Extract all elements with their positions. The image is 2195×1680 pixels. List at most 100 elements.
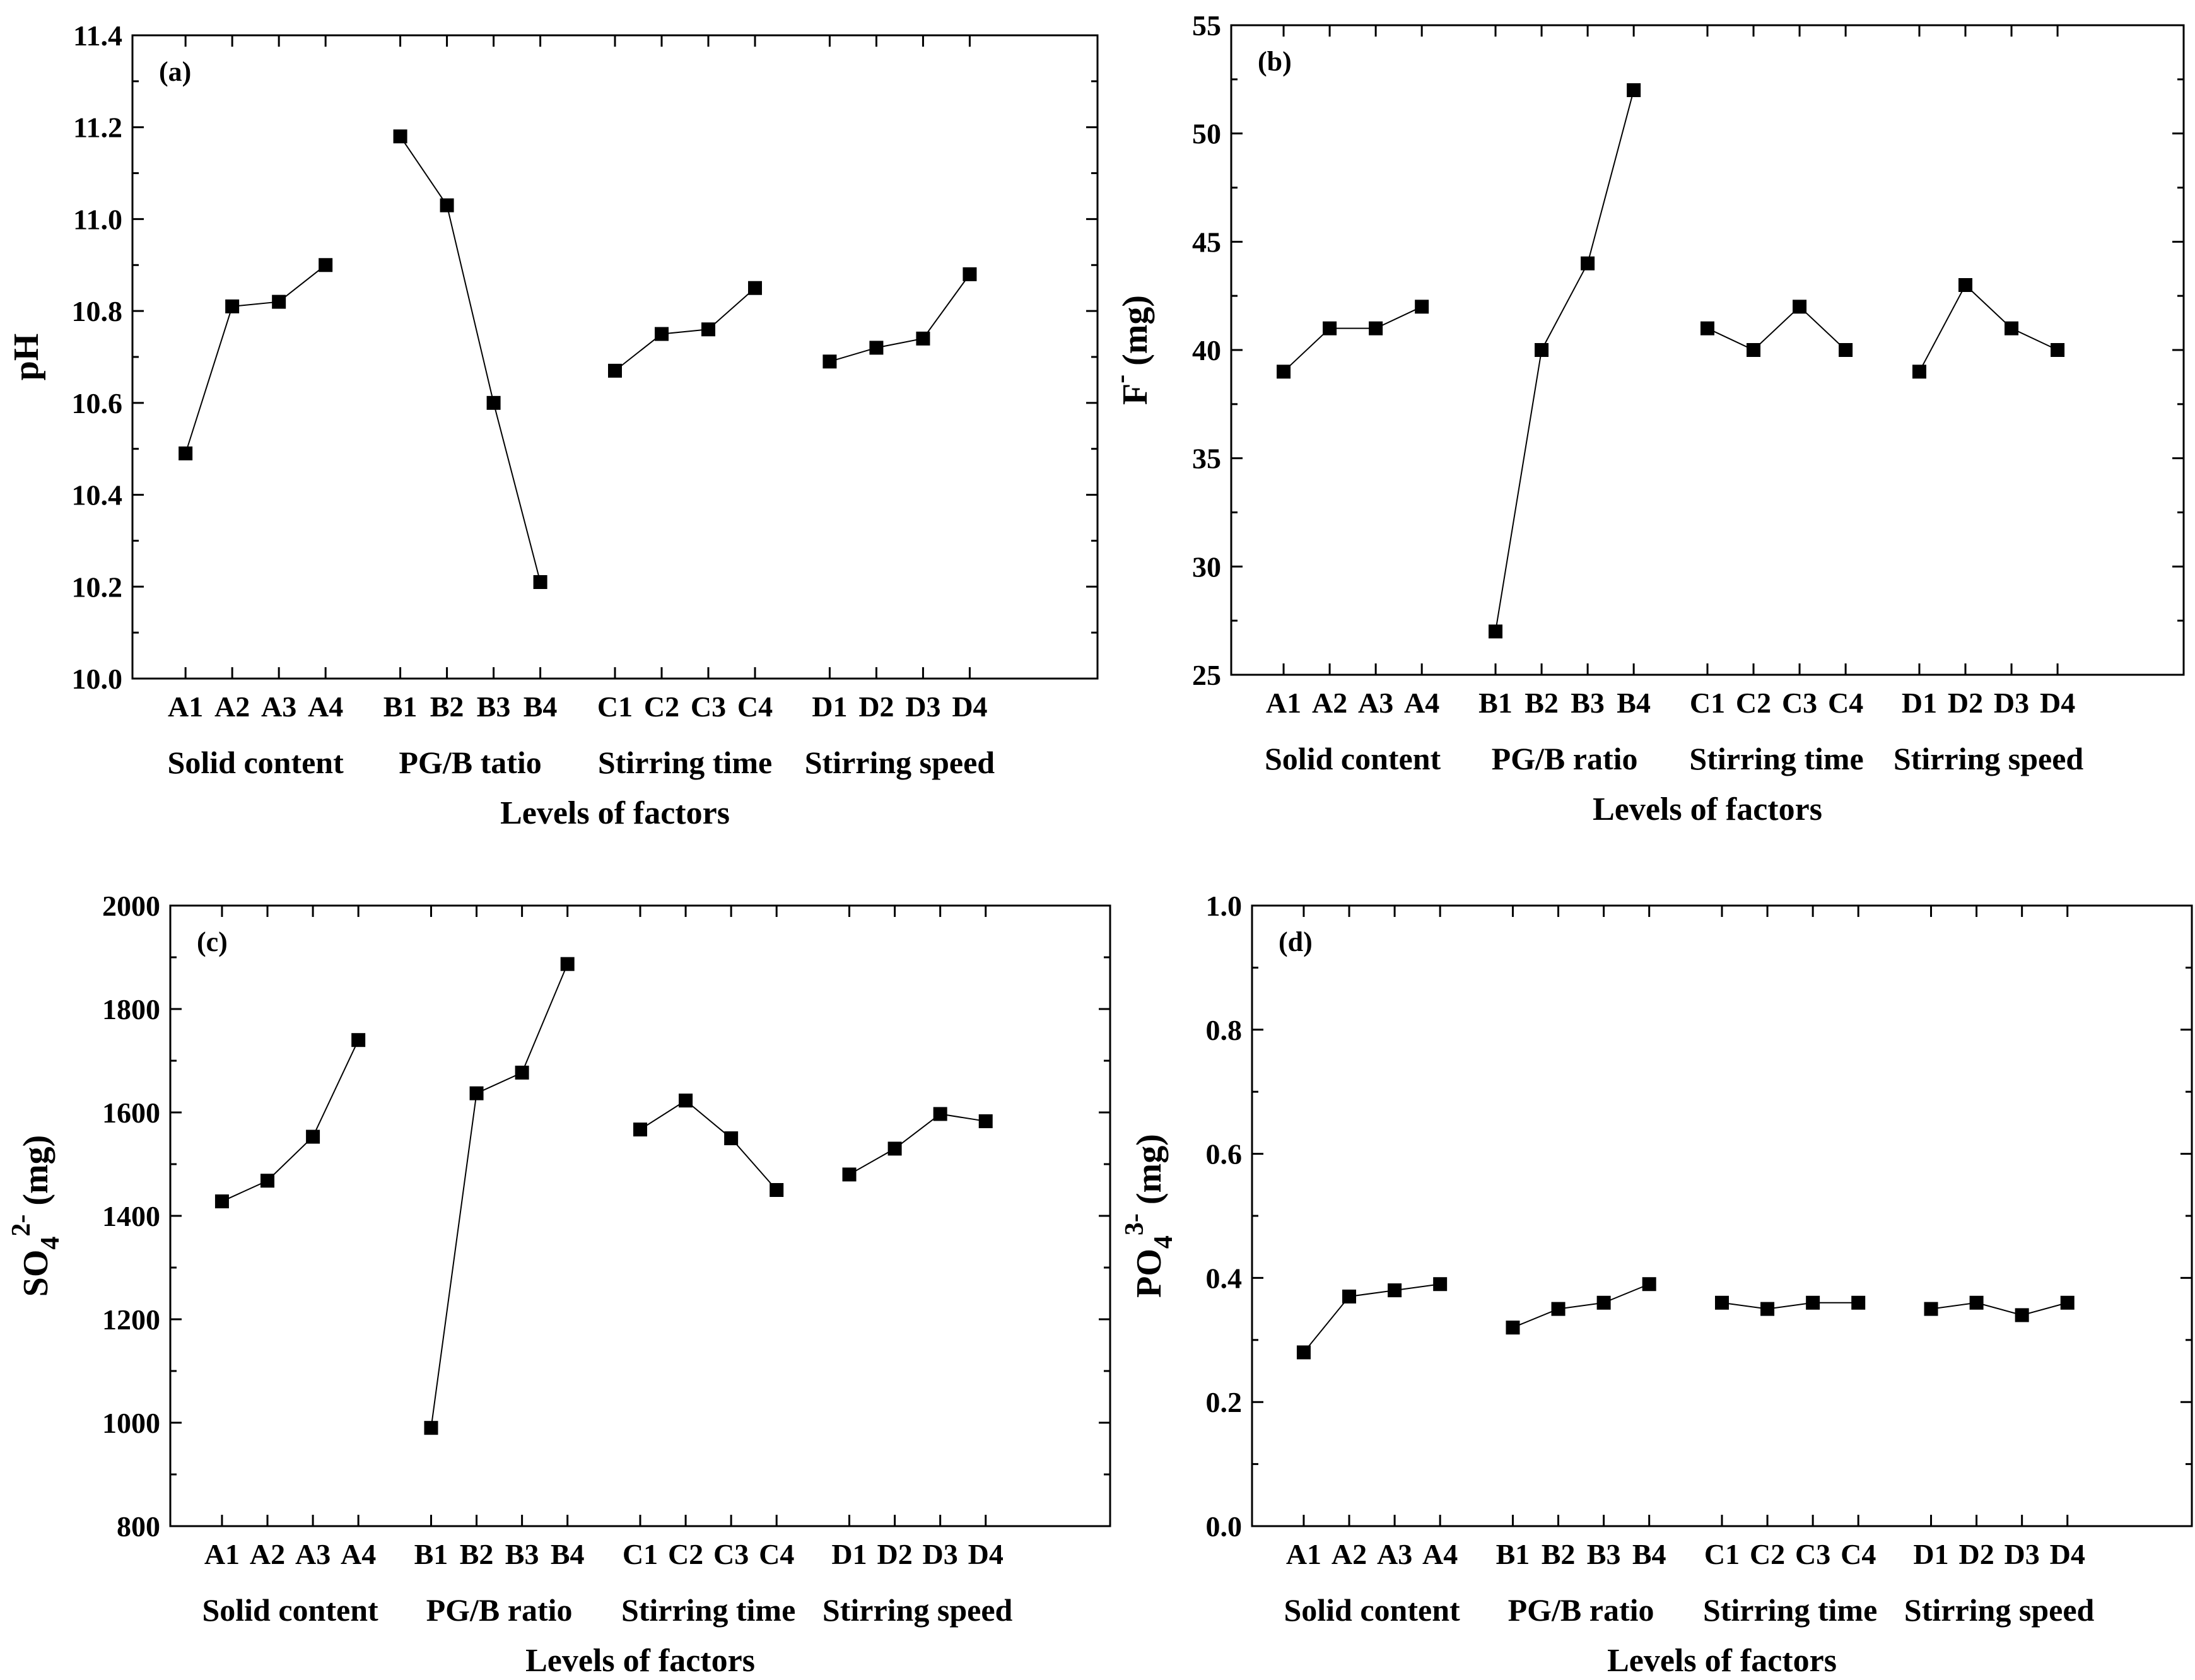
group-label: Stirring speed <box>1894 741 2084 776</box>
data-point-B3 <box>515 1065 529 1080</box>
data-point-D4 <box>2060 1295 2075 1310</box>
data-point-D3 <box>2005 321 2019 335</box>
y-tick-label: 0.4 <box>1206 1262 1243 1294</box>
data-point-D3 <box>933 1107 947 1121</box>
data-point-B4 <box>560 957 575 971</box>
data-point-A1 <box>179 446 193 460</box>
data-point-A1 <box>214 1194 229 1209</box>
data-point-A3 <box>306 1129 320 1144</box>
data-point-B1 <box>424 1421 438 1435</box>
data-point-B2 <box>1551 1302 1566 1316</box>
y-tick-label: 10.6 <box>72 387 123 419</box>
data-point-A2 <box>260 1174 275 1188</box>
panel-label: (d) <box>1279 926 1313 957</box>
data-point-B1 <box>1506 1321 1520 1335</box>
x-tick-label: C2 <box>1736 687 1771 719</box>
data-point-C2 <box>1760 1302 1775 1316</box>
x-tick-label: A3 <box>295 1538 331 1570</box>
data-point-D1 <box>1912 365 1926 379</box>
x-tick-label: B1 <box>1478 687 1513 719</box>
y-tick-label: 45 <box>1192 226 1221 258</box>
group-label: Stirring time <box>598 745 772 780</box>
data-point-D2 <box>887 1141 902 1156</box>
panel-label: (c) <box>197 926 228 957</box>
y-tick-label: 10.8 <box>72 295 123 327</box>
data-point-C3 <box>724 1131 739 1145</box>
y-tick-label: 1200 <box>102 1304 160 1336</box>
series-line-C <box>1721 1302 1859 1310</box>
group-label: PG/B ratio <box>1508 1592 1654 1628</box>
group-label: Stirring speed <box>805 745 995 780</box>
group-label: PG/B tatio <box>399 745 541 780</box>
x-tick-label: B4 <box>524 691 558 723</box>
y-tick-label: 10.4 <box>72 479 123 511</box>
data-point-B2 <box>1535 343 1549 357</box>
x-tick-label: A4 <box>341 1538 376 1570</box>
x-tick-label: D3 <box>1994 687 2029 719</box>
x-tick-label: C1 <box>597 691 633 723</box>
x-tick-label: C4 <box>1841 1538 1876 1570</box>
y-tick-label: 11.0 <box>73 203 122 235</box>
group-label: Solid content <box>202 1592 378 1628</box>
x-tick-label: B3 <box>1571 687 1605 719</box>
y-tick-label: 10.2 <box>72 571 123 603</box>
data-point-A3 <box>272 295 286 309</box>
y-axis-label-subscript: 4 <box>36 1237 65 1250</box>
group-label: Stirring time <box>1703 1592 1877 1628</box>
y-tick-label: 1000 <box>102 1407 160 1439</box>
x-tick-label: D4 <box>2040 687 2075 719</box>
series-line-A <box>221 1039 360 1202</box>
y-axis-label-superscript: 3- <box>1120 1213 1149 1235</box>
y-tick-label: 25 <box>1192 659 1221 691</box>
x-tick-label: A1 <box>204 1538 240 1570</box>
data-point-C2 <box>655 327 669 341</box>
x-tick-label: D2 <box>877 1538 912 1570</box>
x-tick-label: D1 <box>812 691 847 723</box>
data-point-C1 <box>608 363 622 378</box>
x-tick-label: D4 <box>952 691 987 723</box>
data-point-C1 <box>633 1123 647 1137</box>
data-point-A4 <box>319 258 333 272</box>
series-line-B <box>399 136 541 583</box>
data-point-C1 <box>1715 1295 1729 1310</box>
y-tick-label: 1800 <box>102 993 160 1025</box>
x-tick-label: A4 <box>1422 1538 1458 1570</box>
y-axis-label: F- (mg) <box>1106 295 1155 405</box>
x-tick-label: B1 <box>1496 1538 1530 1570</box>
data-point-D2 <box>1969 1295 1984 1310</box>
series-line-C <box>640 1099 777 1191</box>
x-tick-label: A2 <box>214 691 250 723</box>
x-tick-label: A1 <box>1286 1538 1321 1570</box>
series-line-D <box>1919 284 2058 372</box>
series-line-B <box>1495 90 1635 632</box>
x-tick-label: D1 <box>831 1538 867 1570</box>
data-point-C3 <box>1806 1295 1820 1310</box>
x-tick-label: C3 <box>1782 687 1817 719</box>
y-tick-label: 50 <box>1192 118 1221 150</box>
x-tick-label: B2 <box>430 691 464 723</box>
data-point-D4 <box>978 1114 993 1128</box>
y-tick-label: 0.8 <box>1206 1014 1243 1046</box>
x-tick-label: A4 <box>308 691 343 723</box>
plot-frame <box>1230 24 2185 676</box>
data-point-C2 <box>679 1094 693 1108</box>
data-point-A1 <box>1296 1345 1311 1360</box>
data-point-D3 <box>2015 1308 2029 1322</box>
data-point-D1 <box>822 354 837 369</box>
data-point-B4 <box>1627 83 1641 97</box>
data-point-D1 <box>1924 1302 1938 1316</box>
group-label: Stirring speed <box>1904 1592 2095 1628</box>
x-tick-label: C2 <box>668 1538 703 1570</box>
data-point-D4 <box>963 267 977 281</box>
x-tick-label: C1 <box>1704 1538 1740 1570</box>
x-tick-label: B3 <box>1587 1538 1621 1570</box>
y-tick-label: 40 <box>1192 334 1221 366</box>
y-tick-label: 30 <box>1192 551 1221 583</box>
group-label: Stirring speed <box>822 1592 1013 1628</box>
data-point-D1 <box>842 1167 857 1182</box>
y-tick-label: 800 <box>117 1510 160 1543</box>
group-label: PG/B ratio <box>426 1592 573 1628</box>
y-axis-label-main: pH <box>7 334 46 381</box>
data-point-C4 <box>748 281 763 295</box>
